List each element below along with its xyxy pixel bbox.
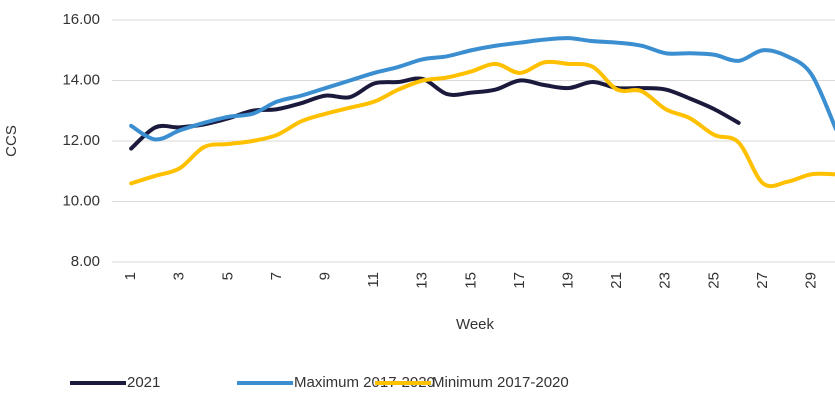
x-tick-label: 7 (268, 272, 285, 280)
x-tick-label: 9 (317, 272, 334, 280)
series-line (129, 36, 835, 142)
series-line (129, 76, 741, 151)
y-tick-label: 16.00 (62, 11, 100, 28)
y-tick-label: 8.00 (71, 253, 100, 270)
x-tick-label: 13 (414, 272, 431, 289)
x-tick-label: 29 (803, 272, 820, 289)
y-tick-label: 14.00 (62, 71, 100, 88)
y-axis-label: CCS (3, 125, 20, 157)
series-line (129, 59, 835, 189)
x-tick-label: 11 (365, 272, 382, 288)
x-tick-label: 23 (657, 272, 674, 289)
x-tick-label: 21 (608, 272, 625, 289)
legend-label: Maximum 2017-2020 (294, 374, 435, 391)
x-tick-label: 1 (122, 272, 139, 280)
x-tick-label: 15 (462, 272, 479, 289)
x-tick-label: 19 (560, 272, 577, 289)
y-tick-label: 10.00 (62, 192, 100, 209)
x-tick-label: 17 (511, 272, 528, 289)
legend-label: Minimum 2017-2020 (432, 374, 569, 391)
legend-label: 2021 (127, 374, 160, 391)
x-tick-label: 5 (219, 272, 236, 280)
x-tick-label: 3 (171, 272, 188, 280)
x-tick-label: 27 (754, 272, 771, 289)
y-tick-label: 12.00 (62, 132, 100, 149)
x-tick-label: 25 (705, 272, 722, 289)
x-axis-label: Week (456, 316, 495, 333)
